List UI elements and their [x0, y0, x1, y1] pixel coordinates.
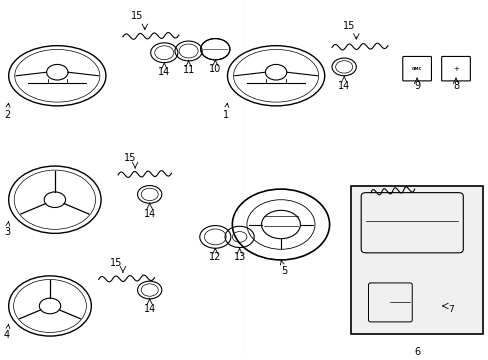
- Text: 6: 6: [413, 347, 419, 357]
- Text: 9: 9: [413, 81, 419, 91]
- Text: 7: 7: [448, 305, 453, 314]
- Text: 14: 14: [143, 208, 156, 219]
- Text: 15: 15: [342, 22, 354, 31]
- Text: 8: 8: [452, 81, 458, 91]
- Text: 3: 3: [4, 221, 10, 237]
- Text: 11: 11: [182, 65, 194, 75]
- Text: 13: 13: [233, 252, 245, 262]
- Text: 15: 15: [131, 11, 143, 21]
- Text: 5: 5: [280, 261, 286, 276]
- Text: GMC: GMC: [411, 67, 422, 71]
- Text: 15: 15: [124, 153, 136, 162]
- Text: 2: 2: [4, 103, 10, 120]
- Text: 1: 1: [222, 103, 228, 120]
- Text: 4: 4: [4, 324, 10, 340]
- Text: 15: 15: [109, 258, 122, 268]
- Text: +: +: [452, 66, 458, 72]
- Text: 10: 10: [209, 64, 221, 75]
- Bar: [351, 185, 482, 334]
- Text: 12: 12: [209, 252, 221, 262]
- Text: 14: 14: [337, 81, 349, 91]
- Text: 14: 14: [158, 67, 170, 77]
- Text: 14: 14: [143, 304, 156, 314]
